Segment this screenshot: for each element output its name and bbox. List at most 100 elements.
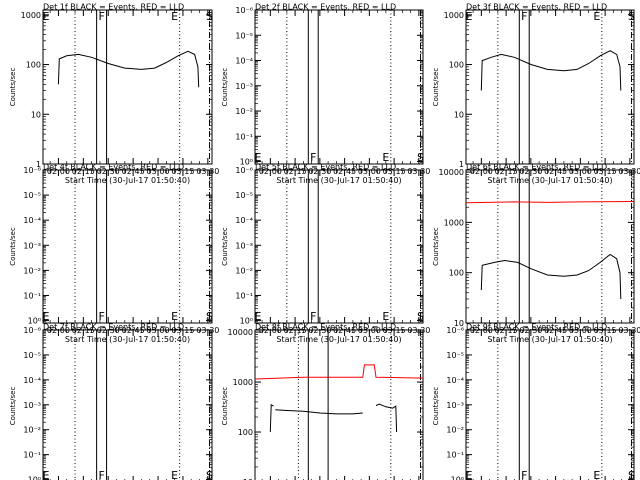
marker-label: E: [465, 10, 472, 23]
y-tick-label: 10⁻¹: [235, 291, 253, 300]
x-axis-label: Start Time (30-Jul-17 01:50:40): [487, 176, 612, 185]
marker-label: E: [43, 469, 50, 480]
events-series-line: [275, 409, 363, 415]
y-tick-label: 100: [449, 269, 464, 278]
y-tick-label: 1000: [444, 218, 464, 227]
marker-label: E: [43, 310, 50, 323]
y-tick-label: 10⁻²: [235, 266, 253, 275]
events-series-line: [57, 50, 200, 88]
marker-label: S: [417, 151, 424, 164]
y-tick-label: 10000: [439, 168, 464, 177]
y-axis-label: Counts/sec: [432, 387, 440, 426]
y-tick-label: 1000: [21, 11, 41, 20]
y-tick-label: 10⁻³: [23, 401, 41, 410]
y-tick-label: 10⁻⁴: [23, 376, 41, 385]
marker-label: E: [43, 10, 50, 23]
marker-label: F: [98, 10, 104, 23]
y-tick-label: 10: [243, 478, 253, 480]
y-tick-label: 10⁻²: [235, 107, 253, 116]
y-tick-label: 10⁻⁵: [235, 31, 253, 40]
y-tick-label: 10⁻²: [23, 266, 41, 275]
y-tick-label: 10⁰: [28, 476, 41, 480]
marker-label: E: [593, 469, 600, 480]
y-axis-label: Counts/sec: [221, 68, 229, 107]
marker-label: S: [206, 310, 213, 323]
plot-frame: [465, 9, 635, 165]
plot-area: [466, 170, 634, 323]
panel-title: Det 3f BLACK = Events, RED = LLD: [466, 3, 607, 12]
y-tick-label: 100: [449, 61, 464, 70]
panel-title: Det 9f BLACK = Events, RED = LLD: [466, 323, 607, 332]
y-tick-label: 10⁻⁵: [446, 351, 464, 360]
panel-title: Det 4f BLACK = Events, RED = LLD: [43, 163, 184, 172]
x-axis-label: Start Time (30-Jul-17 01:50:40): [65, 176, 190, 185]
events-series-line: [375, 403, 398, 433]
y-tick-label: 1: [459, 160, 464, 169]
x-axis-label: Start Time (30-Jul-17 01:50:40): [65, 335, 190, 344]
marker-label: F: [310, 310, 316, 323]
y-tick-label: 1: [36, 160, 41, 169]
y-axis-label: Counts/sec: [221, 227, 229, 266]
y-tick-label: 10⁻⁶: [446, 326, 464, 335]
marker-label: S: [206, 10, 213, 23]
y-tick-label: 10⁻⁴: [235, 216, 253, 225]
marker-label: S: [206, 469, 213, 480]
marker-label: F: [310, 151, 316, 164]
events-series-line: [269, 403, 274, 433]
y-tick-label: 10⁰: [240, 317, 253, 326]
y-axis-label: Counts/sec: [432, 227, 440, 266]
y-tick-label: 10⁻²: [446, 426, 464, 435]
y-tick-label: 10⁻¹: [23, 291, 41, 300]
panel-title: Det 8f BLACK = Events, RED = LLD: [255, 323, 396, 332]
y-tick-label: 10⁻³: [235, 82, 253, 91]
y-tick-label: 10⁻¹: [235, 132, 253, 141]
y-tick-label: 10: [454, 110, 464, 119]
y-tick-label: 10⁻³: [23, 241, 41, 250]
marker-label: E: [171, 469, 178, 480]
plot-frame: [465, 169, 635, 324]
marker-label: E: [171, 10, 178, 23]
events-series-line: [480, 50, 622, 91]
marker-label: E: [254, 151, 261, 164]
marker-label: E: [254, 310, 261, 323]
y-tick-label: 10⁻⁶: [235, 6, 253, 15]
plot-area: [57, 10, 211, 164]
panel-title: Det 1f BLACK = Events, RED = LLD: [43, 3, 184, 12]
y-tick-label: 1000: [233, 378, 253, 387]
y-tick-label: 100: [26, 61, 41, 70]
chart-panel-9: Det 9f BLACK = Events, RED = LLD 10⁰ 10⁻¹ 1…: [432, 323, 635, 480]
y-tick-label: 10⁻⁴: [235, 57, 253, 66]
y-tick-label: 10⁻⁶: [23, 166, 41, 175]
marker-label: S: [628, 10, 635, 23]
y-tick-label: 10⁻³: [235, 241, 253, 250]
y-tick-label: 100: [238, 428, 253, 437]
y-axis-label: Counts/sec: [9, 227, 17, 266]
x-axis-label: Start Time (30-Jul-17 01:50:40): [276, 335, 401, 344]
y-tick-label: 10⁻⁶: [235, 166, 253, 175]
panel-title: Det 7f BLACK = Events, RED = LLD: [43, 323, 184, 332]
marker-label: E: [171, 310, 178, 323]
y-tick-label: 10⁰: [240, 158, 253, 167]
y-tick-label: 10⁰: [28, 317, 41, 326]
y-axis-label: Counts/sec: [432, 68, 440, 107]
events-series-line: [480, 253, 622, 300]
y-axis-label: Counts/sec: [221, 387, 229, 426]
y-tick-label: 10⁻¹: [446, 451, 464, 460]
plot-area: [480, 10, 633, 164]
y-tick-label: 10⁻⁴: [446, 376, 464, 385]
marker-label: E: [465, 469, 472, 480]
y-tick-label: 10⁻³: [446, 401, 464, 410]
panel-title: Det 2f BLACK = Events, RED = LLD: [255, 3, 396, 12]
y-tick-label: 10: [31, 110, 41, 119]
y-tick-label: 1000: [444, 11, 464, 20]
x-tick-label: 03:30: [618, 167, 640, 176]
y-tick-label: 10⁻⁶: [23, 326, 41, 335]
panel-title: Det 5f BLACK = Events, RED = LLD: [255, 163, 396, 172]
plot-frame: [42, 9, 213, 165]
marker-label: F: [98, 310, 104, 323]
lld-series-line: [466, 201, 634, 204]
marker-label: F: [521, 469, 527, 480]
chart-panel-7: Det 7f BLACK = Events, RED = LLD 10⁰ 10⁻¹ 1…: [9, 323, 213, 480]
